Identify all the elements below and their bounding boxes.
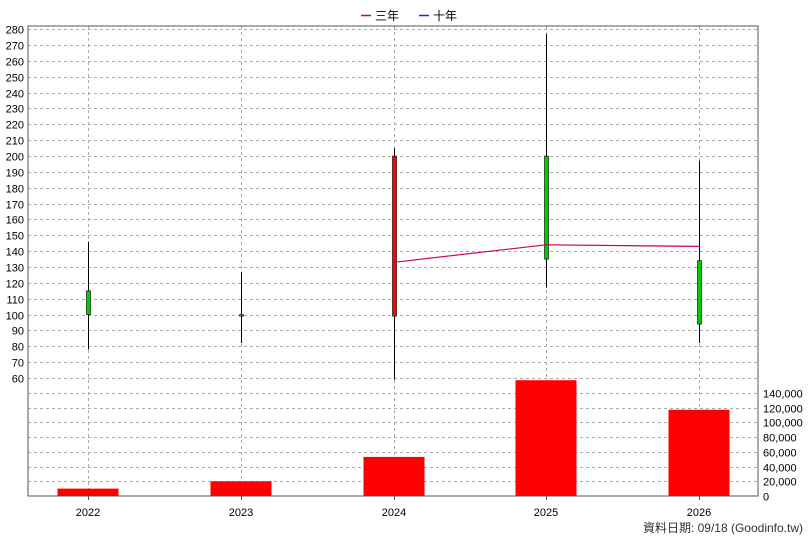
x-tick-label: 2026 xyxy=(687,507,711,519)
price-tick-label: 250 xyxy=(6,73,24,85)
price-tick-label: 190 xyxy=(6,168,24,180)
volume-bar xyxy=(515,380,577,496)
volume-tick-label: 20,000 xyxy=(763,477,797,489)
volume-bar xyxy=(363,456,425,496)
price-tick-label: 90 xyxy=(12,326,24,338)
candle-body xyxy=(392,155,397,317)
volume-bars xyxy=(57,380,730,496)
volume-tick-label: 40,000 xyxy=(763,463,797,475)
candle-body xyxy=(239,314,244,317)
price-tick-label: 180 xyxy=(6,184,24,196)
price-tick-label: 230 xyxy=(6,104,24,116)
price-tick-label: 130 xyxy=(6,263,24,275)
volume-bar xyxy=(668,409,730,496)
volume-tick-label: 0 xyxy=(763,492,769,504)
price-tick-label: 260 xyxy=(6,57,24,69)
volume-tick-label: 100,000 xyxy=(763,418,803,430)
volume-tick-label: 80,000 xyxy=(763,433,797,445)
x-tick-label: 2025 xyxy=(534,507,558,519)
price-tick-label: 140 xyxy=(6,247,24,259)
average-line xyxy=(393,244,700,263)
candles xyxy=(86,33,702,380)
source-footnote: 資料日期: 09/18 (Goodinfo.tw) xyxy=(643,521,803,535)
x-tick-label: 2024 xyxy=(382,507,406,519)
price-tick-label: 120 xyxy=(6,279,24,291)
grid xyxy=(28,26,758,496)
volume-tick-label: 140,000 xyxy=(763,389,803,401)
price-tick-label: 220 xyxy=(6,120,24,132)
price-tick-label: 270 xyxy=(6,41,24,53)
price-tick-label: 70 xyxy=(12,358,24,370)
x-tick-label: 2022 xyxy=(76,507,100,519)
legend-label: 十年 xyxy=(433,9,457,23)
price-tick-label: 160 xyxy=(6,215,24,227)
tick-labels: 60 70 80 90 100 110 120 130 140 150 160 170 180 190 20… xyxy=(6,25,803,520)
price-tick-label: 200 xyxy=(6,152,24,164)
x-tick-label: 2023 xyxy=(229,507,253,519)
price-tick-label: 60 xyxy=(12,374,24,386)
price-tick-label: 110 xyxy=(6,295,24,307)
legend-label: 三年 xyxy=(375,9,399,23)
volume-tick-label: 120,000 xyxy=(763,404,803,416)
average-lines xyxy=(393,244,700,263)
volume-bar xyxy=(57,488,119,496)
price-tick-label: 100 xyxy=(6,311,24,323)
legend: 三年 十年 xyxy=(361,9,457,23)
price-tick-label: 170 xyxy=(6,200,24,212)
candle-body xyxy=(697,260,702,325)
price-tick-label: 210 xyxy=(6,136,24,148)
volume-tick-label: 60,000 xyxy=(763,448,797,460)
price-tick-label: 150 xyxy=(6,231,24,243)
price-tick-label: 80 xyxy=(12,342,24,354)
candle-body xyxy=(544,155,549,260)
price-tick-label: 280 xyxy=(6,25,24,37)
volume-bar xyxy=(210,481,272,496)
price-tick-label: 240 xyxy=(6,89,24,101)
candle-body xyxy=(86,290,91,315)
